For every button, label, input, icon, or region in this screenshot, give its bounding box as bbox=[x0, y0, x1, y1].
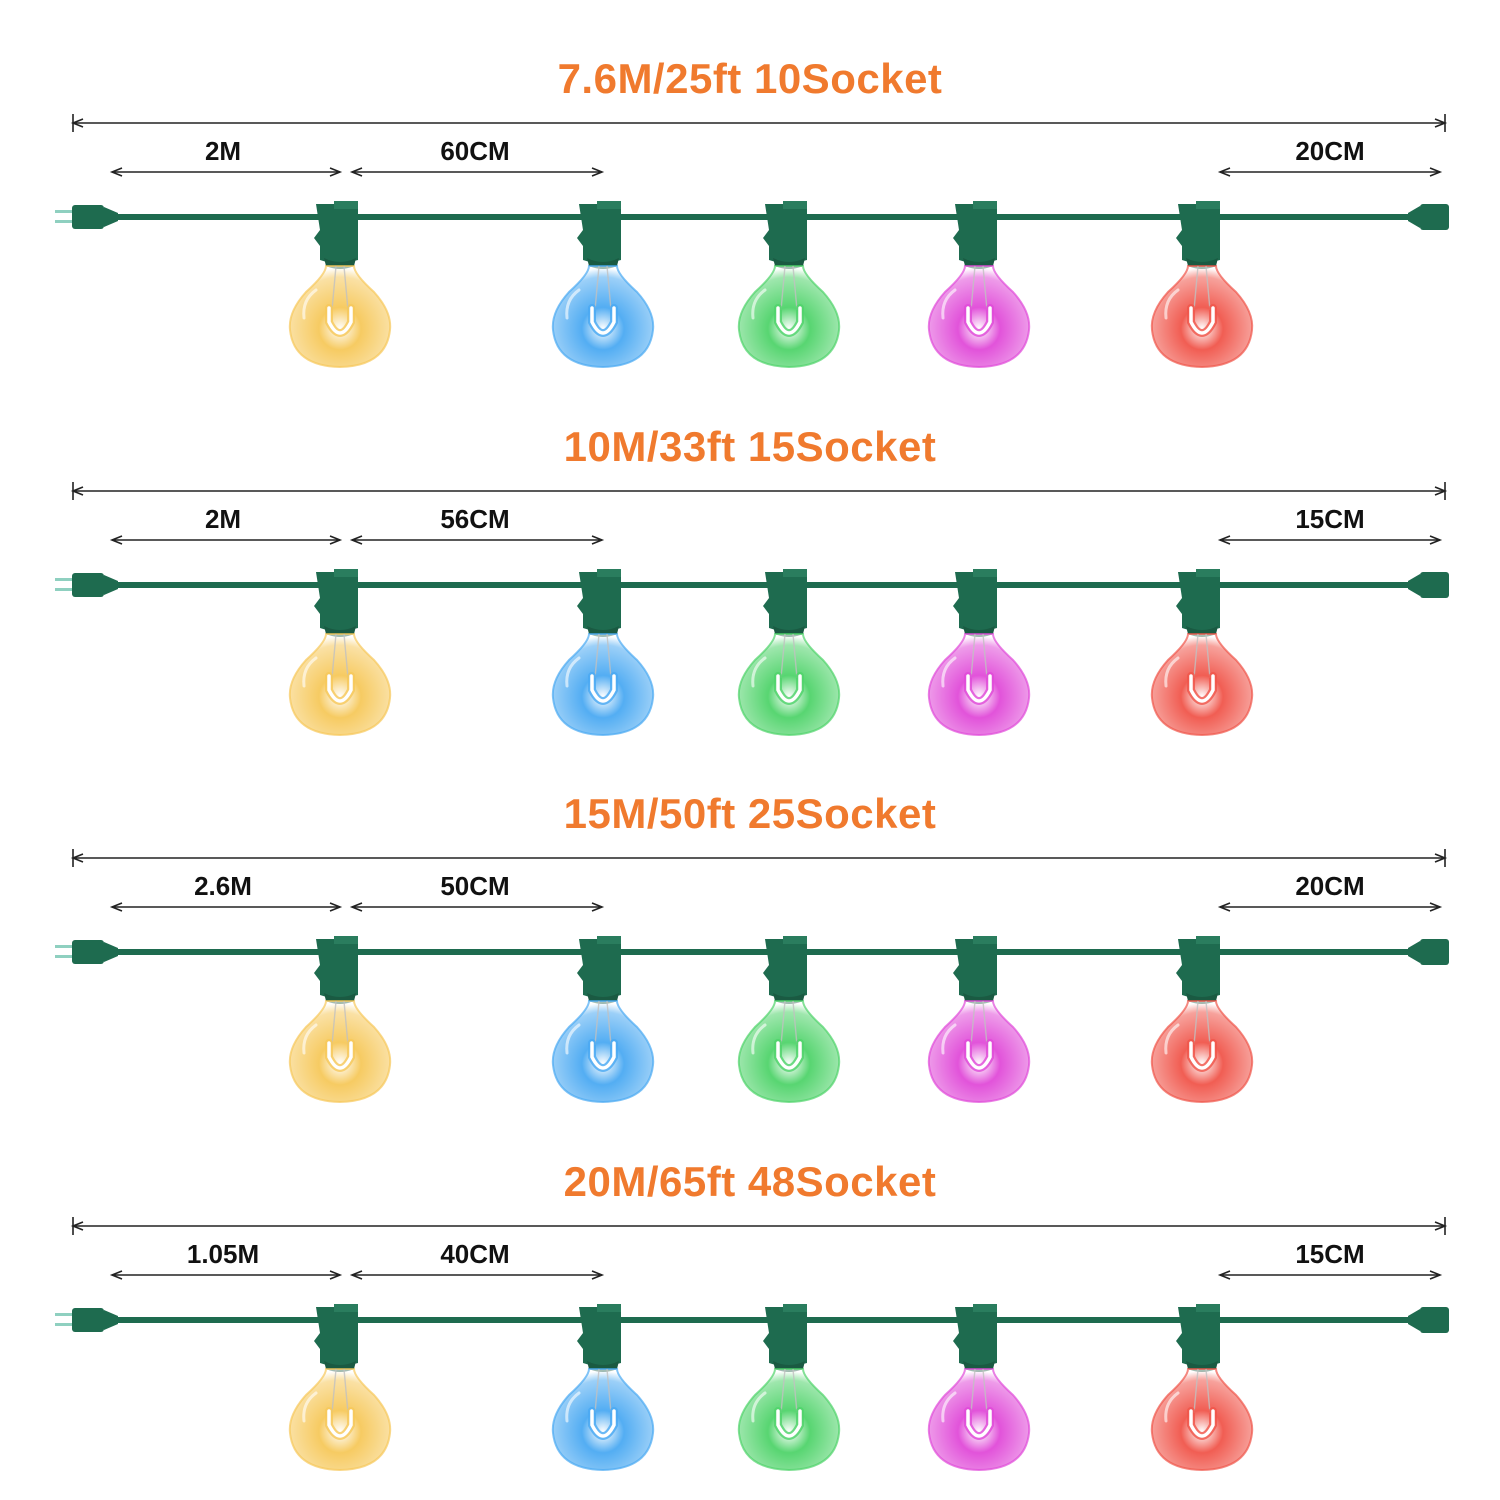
bulb-spacing-dimension bbox=[349, 1270, 605, 1280]
lead-length-dimension bbox=[109, 535, 343, 545]
tail-length-dimension bbox=[1217, 535, 1443, 545]
lead-length-dimension bbox=[109, 902, 343, 912]
bulb-magenta-icon bbox=[927, 201, 1031, 369]
tail-length-label: 15CM bbox=[1295, 1239, 1365, 1269]
size-option-1: 7.6M/25ft 10Socket 2M 60CM 20CM bbox=[0, 0, 1500, 369]
bulb-blue-icon bbox=[551, 1304, 655, 1472]
male-plug-icon bbox=[55, 940, 118, 964]
bulb-magenta-icon bbox=[927, 569, 1031, 737]
bulb-red-icon bbox=[1150, 201, 1254, 369]
tail-length-label: 20CM bbox=[1295, 871, 1365, 901]
total-length-dimension bbox=[70, 114, 1448, 132]
size-title: 15M/50ft 25Socket bbox=[563, 790, 937, 837]
string-light-illustration bbox=[55, 114, 1449, 369]
lead-length-dimension bbox=[109, 167, 343, 177]
bulb-warm-white-icon bbox=[288, 569, 392, 737]
size-title: 20M/65ft 48Socket bbox=[563, 1158, 937, 1205]
bulb-blue-icon bbox=[551, 201, 655, 369]
bulb-warm-white-icon bbox=[288, 936, 392, 1104]
lead-length-label: 2M bbox=[204, 136, 242, 166]
bulb-green-icon bbox=[737, 1304, 841, 1472]
size-option-4: 20M/65ft 48Socket 1.05M 40CM 15CM bbox=[0, 1103, 1500, 1472]
total-length-dimension bbox=[70, 849, 1448, 867]
lead-length-label: 1.05M bbox=[186, 1239, 260, 1269]
bulb-spacing-label: 40CM bbox=[440, 1239, 510, 1269]
bulb-magenta-icon bbox=[927, 936, 1031, 1104]
tail-length-dimension bbox=[1217, 1270, 1443, 1280]
lead-length-dimension bbox=[109, 1270, 343, 1280]
total-length-dimension bbox=[70, 1217, 1448, 1235]
bulb-warm-white-icon bbox=[288, 201, 392, 369]
tail-length-dimension bbox=[1217, 902, 1443, 912]
size-option-3: 15M/50ft 25Socket 2.6M 50CM 20CM bbox=[0, 735, 1500, 1104]
bulb-blue-icon bbox=[551, 936, 655, 1104]
male-plug-icon bbox=[55, 1308, 118, 1332]
female-connector-icon bbox=[1408, 1307, 1449, 1333]
bulb-warm-white-icon bbox=[288, 1304, 392, 1472]
bulb-green-icon bbox=[737, 569, 841, 737]
size-option-2: 10M/33ft 15Socket 2M 56CM 15CM bbox=[0, 368, 1500, 737]
bulb-magenta-icon bbox=[927, 1304, 1031, 1472]
tail-length-dimension bbox=[1217, 167, 1443, 177]
tail-length-label: 15CM bbox=[1295, 504, 1365, 534]
bulb-blue-icon bbox=[551, 569, 655, 737]
female-connector-icon bbox=[1408, 572, 1449, 598]
male-plug-icon bbox=[55, 573, 118, 597]
bulb-spacing-label: 60CM bbox=[440, 136, 510, 166]
female-connector-icon bbox=[1408, 204, 1449, 230]
male-plug-icon bbox=[55, 205, 118, 229]
bulb-spacing-dimension bbox=[349, 535, 605, 545]
string-light-illustration bbox=[55, 1217, 1449, 1472]
bulb-spacing-dimension bbox=[349, 167, 605, 177]
bulb-spacing-label: 50CM bbox=[440, 871, 510, 901]
bulb-green-icon bbox=[737, 936, 841, 1104]
bulb-green-icon bbox=[737, 201, 841, 369]
bulb-red-icon bbox=[1150, 569, 1254, 737]
string-light-illustration bbox=[55, 849, 1449, 1104]
lead-length-label: 2.6M bbox=[194, 871, 252, 901]
bulb-spacing-label: 56CM bbox=[440, 504, 510, 534]
lead-length-label: 2M bbox=[204, 504, 242, 534]
tail-length-label: 20CM bbox=[1295, 136, 1365, 166]
string-light-illustration bbox=[55, 482, 1449, 737]
bulb-spacing-dimension bbox=[349, 902, 605, 912]
bulb-red-icon bbox=[1150, 936, 1254, 1104]
bulb-red-icon bbox=[1150, 1304, 1254, 1472]
total-length-dimension bbox=[70, 482, 1448, 500]
size-title: 10M/33ft 15Socket bbox=[563, 423, 937, 470]
female-connector-icon bbox=[1408, 939, 1449, 965]
size-title: 7.6M/25ft 10Socket bbox=[557, 55, 943, 102]
